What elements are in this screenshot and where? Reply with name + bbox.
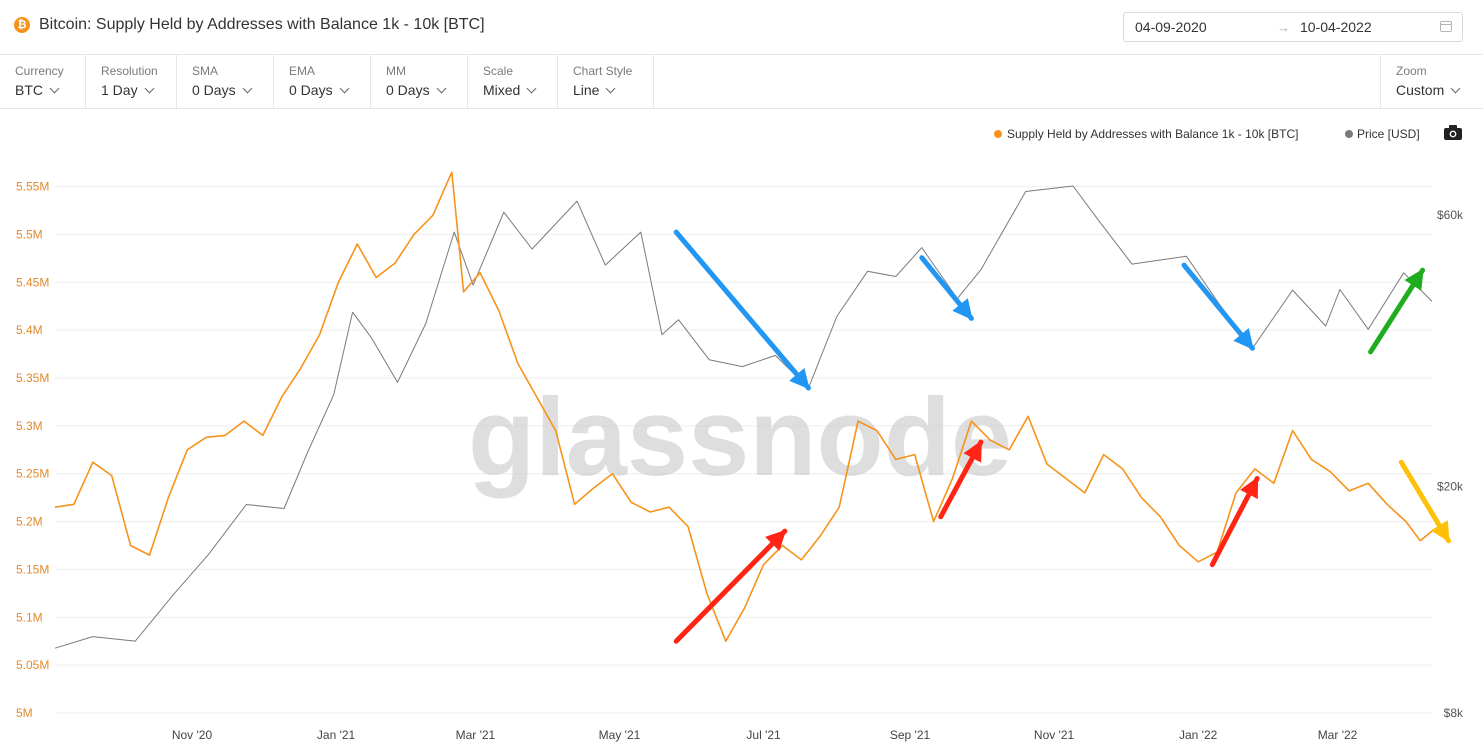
x-axis-tick-label: Mar '21	[456, 728, 496, 742]
mm-label: MM	[386, 64, 406, 78]
ema-value[interactable]: 0 Days	[289, 82, 370, 98]
sma-label: SMA	[192, 64, 219, 78]
sma-value[interactable]: 0 Days	[192, 82, 273, 98]
chart-controls-bar: Currency BTC Resolution 1 Day SMA 0 Days…	[0, 55, 1483, 109]
left-axis-tick-label: 5.3M	[16, 419, 43, 433]
chevron-down-icon	[242, 83, 253, 94]
x-axis-tick-label: Jan '22	[1179, 728, 1218, 742]
chevron-down-icon	[606, 83, 616, 94]
ema-label: EMA	[289, 64, 316, 78]
currency-dropdown[interactable]: Currency BTC	[0, 55, 86, 108]
chevron-down-icon	[436, 83, 447, 94]
legend-marker-supply	[994, 130, 1002, 138]
legend-label-supply[interactable]: Supply Held by Addresses with Balance 1k…	[1007, 127, 1298, 141]
date-range-picker[interactable]: 04-09-2020 → 10-04-2022	[1123, 12, 1463, 42]
date-end-input[interactable]: 10-04-2022	[1300, 19, 1372, 35]
annotation-arrow	[673, 229, 811, 391]
legend-label-price[interactable]: Price [USD]	[1357, 127, 1420, 141]
chart-annotations	[673, 229, 1452, 644]
chart-style-value[interactable]: Line	[573, 82, 653, 98]
sma-dropdown[interactable]: SMA 0 Days	[177, 55, 274, 108]
chart-series	[54, 171, 1433, 649]
x-axis-tick-label: Nov '21	[1034, 728, 1075, 742]
zoom-label: Zoom	[1396, 64, 1427, 78]
chevron-down-icon	[526, 83, 537, 94]
left-axis-tick-label: 5.25M	[16, 467, 49, 481]
annotation-arrow	[919, 255, 974, 321]
x-axis: Nov '20 Jan '21 Mar '21 May '21 Jul '21 Sep '…	[172, 728, 1358, 742]
x-axis-tick-label: May '21	[599, 728, 641, 742]
series-line-price	[54, 185, 1433, 649]
series-line-supply	[54, 171, 1433, 643]
watermark: glassnode	[468, 376, 1012, 499]
x-axis-tick-label: Sep '21	[890, 728, 931, 742]
right-axis-tick-label: $60k	[1437, 208, 1464, 222]
annotation-arrow	[938, 439, 984, 520]
ema-dropdown[interactable]: EMA 0 Days	[274, 55, 371, 108]
chart-gridlines	[55, 186, 1432, 714]
scale-dropdown[interactable]: Scale Mixed	[468, 55, 558, 108]
header-bar: ₿ Bitcoin: Supply Held by Addresses with…	[0, 0, 1483, 55]
mm-value[interactable]: 0 Days	[386, 82, 467, 98]
chart-style-dropdown[interactable]: Chart Style Line	[558, 55, 654, 108]
annotation-arrow	[1398, 459, 1452, 544]
left-axis-tick-label: 5.55M	[16, 180, 49, 194]
chart-style-label: Chart Style	[573, 64, 633, 78]
mm-dropdown[interactable]: MM 0 Days	[371, 55, 468, 108]
page-title: Bitcoin: Supply Held by Addresses with B…	[39, 16, 485, 33]
right-axis-tick-label: $20k	[1437, 480, 1464, 494]
left-axis-tick-label: 5.15M	[16, 562, 49, 576]
chevron-down-icon	[49, 83, 60, 94]
right-axis-tick-label: $8k	[1444, 706, 1464, 720]
left-axis-tick-label: 5.4M	[16, 323, 43, 337]
scale-label: Scale	[483, 64, 514, 78]
chevron-down-icon	[1450, 83, 1461, 94]
currency-value[interactable]: BTC	[15, 82, 85, 98]
x-axis-tick-label: Jan '21	[317, 728, 356, 742]
chevron-down-icon	[144, 83, 155, 94]
left-axis-tick-label: 5.05M	[16, 658, 49, 672]
chart-title-area: ₿ Bitcoin: Supply Held by Addresses with…	[14, 16, 485, 34]
calendar-icon[interactable]	[1440, 21, 1452, 32]
x-axis-tick-label: Jul '21	[746, 728, 781, 742]
left-axis-tick-label: 5.2M	[16, 515, 43, 529]
zoom-value[interactable]: Custom	[1396, 82, 1483, 98]
annotation-arrow	[1209, 476, 1260, 568]
chevron-down-icon	[339, 83, 350, 94]
left-axis-tick-label: 5M	[16, 706, 33, 720]
scale-value[interactable]: Mixed	[483, 82, 557, 98]
left-axis-tick-label: 5.5M	[16, 227, 43, 241]
left-axis-tick-label: 5.45M	[16, 275, 49, 289]
zoom-dropdown[interactable]: Zoom Custom	[1380, 55, 1483, 108]
bitcoin-icon: ₿	[14, 17, 30, 33]
x-axis-tick-label: Mar '22	[1318, 728, 1358, 742]
camera-icon[interactable]	[1444, 125, 1462, 140]
currency-label: Currency	[15, 64, 64, 78]
left-axis: 5M 5.05M 5.1M 5.15M 5.2M 5.25M 5.3M 5.35M 5.4M 5.…	[16, 180, 49, 720]
resolution-dropdown[interactable]: Resolution 1 Day	[86, 55, 177, 108]
resolution-label: Resolution	[101, 64, 158, 78]
line-chart[interactable]: glassnode 5M5.05M5.1M5.15M5.2M5.25M5.3M5…	[0, 109, 1483, 754]
legend-marker-price	[1345, 130, 1353, 138]
left-axis-tick-label: 5.35M	[16, 371, 49, 385]
date-start-input[interactable]: 04-09-2020	[1135, 19, 1207, 35]
right-axis: $8k $20k $60k	[1437, 208, 1464, 720]
x-axis-tick-label: Nov '20	[172, 728, 213, 742]
annotation-arrow	[673, 528, 788, 644]
resolution-value[interactable]: 1 Day	[101, 82, 176, 98]
annotation-arrow	[1368, 267, 1426, 355]
annotation-arrow	[1181, 262, 1255, 351]
chart-legend: Supply Held by Addresses with Balance 1k…	[994, 127, 1420, 141]
date-range-arrow-icon: →	[1277, 19, 1290, 35]
left-axis-tick-label: 5.1M	[16, 610, 43, 624]
